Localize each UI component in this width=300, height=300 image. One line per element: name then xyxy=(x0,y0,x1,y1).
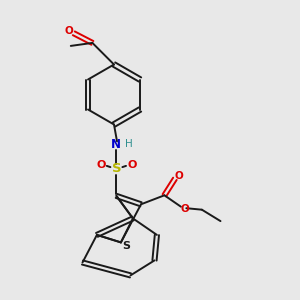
Text: S: S xyxy=(122,241,130,251)
Text: N: N xyxy=(110,138,121,152)
Text: S: S xyxy=(112,162,121,176)
Text: O: O xyxy=(96,160,106,170)
Text: H: H xyxy=(124,139,132,149)
Text: O: O xyxy=(65,26,74,36)
Text: O: O xyxy=(174,171,183,182)
Text: O: O xyxy=(181,204,190,214)
Text: O: O xyxy=(127,160,137,170)
